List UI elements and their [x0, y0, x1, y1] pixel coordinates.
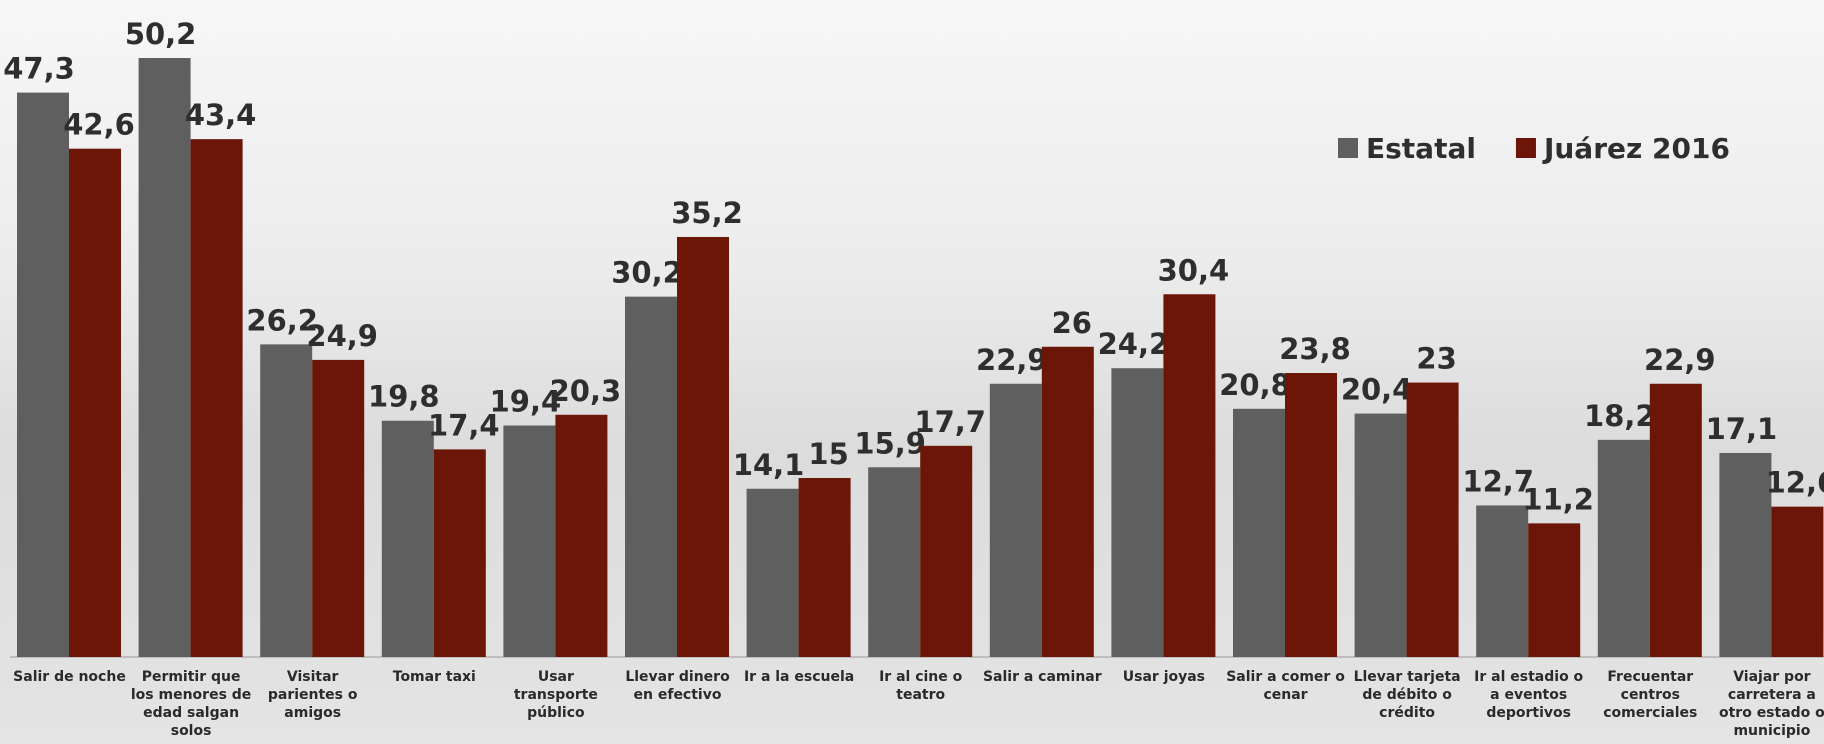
bar [555, 414, 608, 657]
value-label: 11,2 [1522, 482, 1594, 516]
value-label: 24,2 [1098, 327, 1170, 361]
bar [1476, 505, 1529, 657]
x-tick-label: Tomar taxi [392, 669, 476, 685]
bar [433, 449, 486, 657]
value-label: 23 [1416, 342, 1456, 376]
bar [920, 445, 973, 657]
value-label: 24,9 [306, 319, 378, 353]
value-label: 43,4 [185, 98, 257, 132]
x-tick-label: Viajar por carretera a otro estado o mun… [1718, 669, 1824, 739]
bar [1285, 373, 1337, 657]
bar [868, 467, 921, 657]
bar [1233, 408, 1285, 657]
x-tick-label: Salir a caminar [982, 669, 1102, 685]
value-label: 30,4 [1158, 253, 1230, 287]
bar [989, 383, 1042, 657]
value-label: 23,8 [1279, 332, 1351, 366]
legend-label: Estatal [1366, 132, 1476, 165]
value-label: 18,2 [1584, 399, 1656, 433]
x-tick-label: Ir a la escuela [743, 669, 855, 685]
bar [625, 296, 677, 657]
bar [1111, 368, 1164, 657]
value-label: 12,7 [1462, 464, 1534, 498]
value-label: 14,1 [733, 448, 805, 482]
bar [798, 478, 851, 657]
bar [312, 359, 365, 657]
x-tick-label: Salir a comer o cenar [1226, 669, 1345, 703]
value-label: 20,8 [1219, 368, 1291, 402]
value-label: 17,4 [428, 408, 500, 442]
value-label: 15 [808, 437, 848, 471]
bar [1354, 413, 1407, 657]
x-tick-label: Ir al estadio o a eventos deportivos [1474, 669, 1584, 721]
value-label: 20,3 [550, 374, 622, 408]
value-label: 35,2 [671, 196, 743, 230]
bar [138, 58, 191, 657]
value-label: 19,4 [490, 385, 562, 419]
value-label: 50,2 [125, 17, 197, 51]
bar [746, 488, 799, 657]
legend-swatch [1338, 138, 1358, 158]
bar [69, 148, 121, 658]
value-label: 12,6 [1766, 466, 1824, 500]
legend-swatch [1515, 138, 1536, 158]
value-label: 22,9 [1644, 343, 1716, 377]
bar [1719, 452, 1772, 657]
bar [260, 344, 313, 657]
bar [381, 420, 434, 657]
bar [17, 92, 69, 658]
legend-label: Juárez 2016 [1542, 132, 1730, 165]
bar [1528, 523, 1581, 657]
value-label: 17,7 [914, 405, 986, 439]
x-tick-label: Usar transporte público [513, 669, 598, 721]
value-label: 26,2 [246, 303, 318, 337]
bar [1597, 439, 1650, 657]
value-label: 26 [1052, 306, 1092, 340]
bar [1041, 346, 1094, 657]
value-label: 42,6 [63, 108, 135, 142]
x-tick-label: Frecuentar centros comerciales [1603, 669, 1698, 721]
bar [1163, 294, 1216, 657]
x-tick-label: Ir al cine o teatro [879, 669, 963, 703]
x-tick-label: Llevar dinero en efectivo [625, 669, 730, 703]
bar [190, 139, 243, 658]
bar [677, 236, 729, 657]
bar [503, 425, 556, 657]
bar [1406, 382, 1459, 657]
x-tick-label: Visitar parientes o amigos [267, 669, 358, 721]
x-tick-label: Salir de noche [13, 669, 126, 685]
value-label: 17,1 [1706, 412, 1778, 446]
bar [1649, 383, 1702, 657]
x-tick-label: Permitir que los menores de edad salgan … [130, 669, 252, 739]
value-label: 20,4 [1341, 373, 1413, 407]
value-label: 47,3 [3, 52, 75, 86]
value-label: 30,2 [611, 256, 683, 290]
value-label: 15,9 [854, 426, 926, 460]
bar [1771, 506, 1824, 657]
value-label: 22,9 [976, 343, 1048, 377]
x-tick-label: Llevar tarjeta de débito o crédito [1353, 669, 1461, 721]
value-label: 19,8 [368, 380, 440, 414]
x-tick-label: Usar joyas [1122, 669, 1206, 685]
